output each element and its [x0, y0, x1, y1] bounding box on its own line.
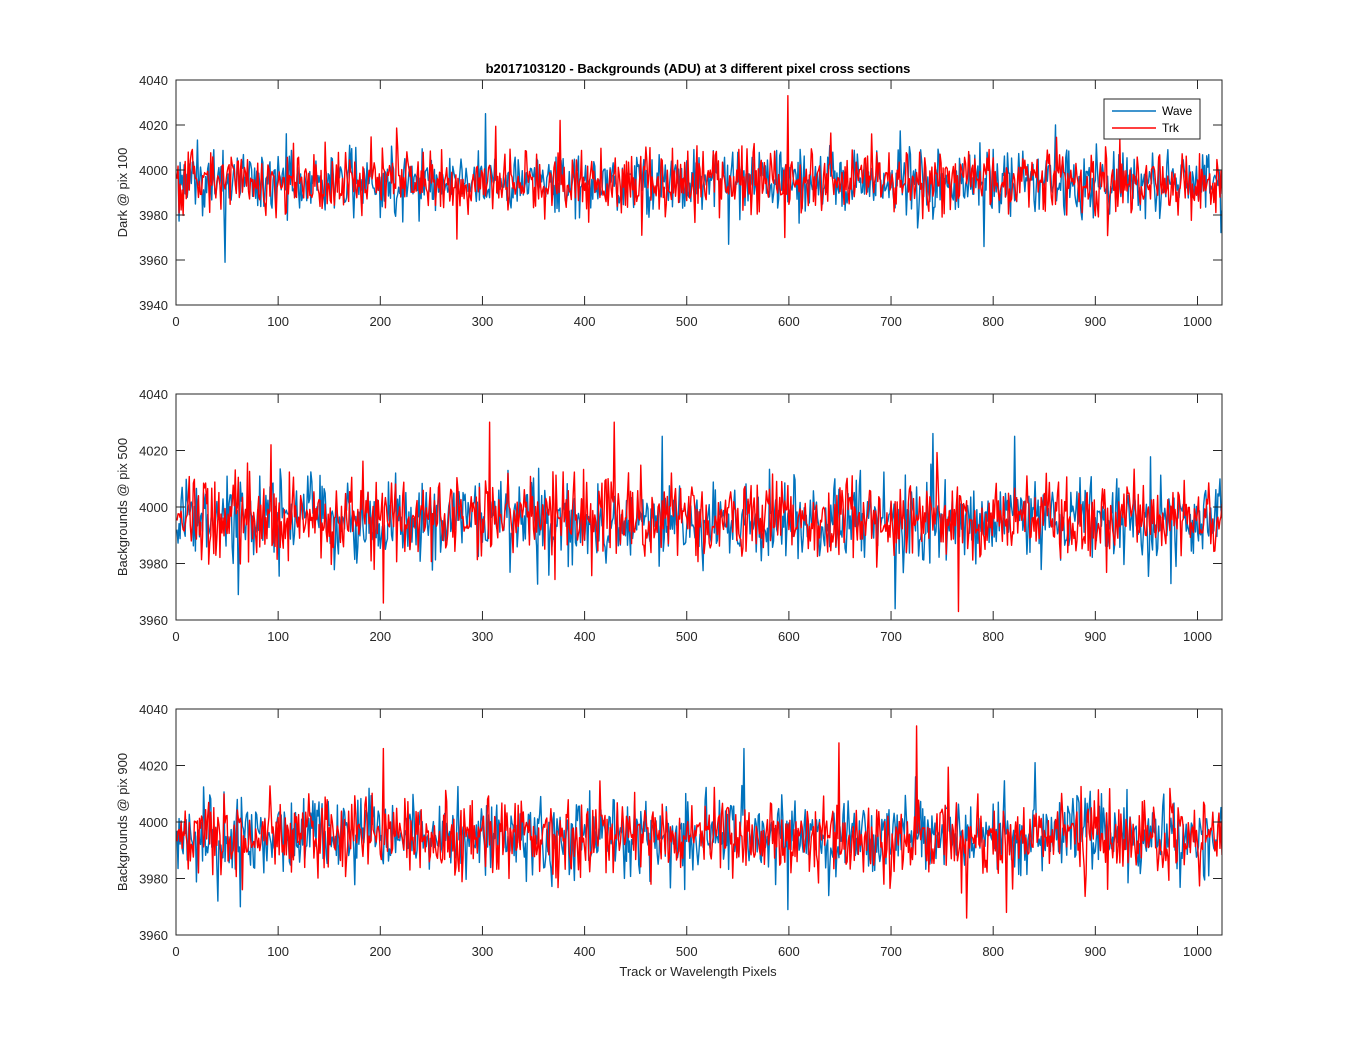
legend-box — [1103, 98, 1201, 140]
x-tick-label: 200 — [369, 629, 391, 644]
x-tick-label: 300 — [472, 314, 494, 329]
x-tick-label: 800 — [982, 629, 1004, 644]
y-tick-label: 4040 — [139, 702, 168, 717]
x-tick-label: 600 — [778, 629, 800, 644]
x-tick-label: 100 — [267, 314, 289, 329]
axes-box-1 — [175, 79, 1223, 306]
x-tick-label: 600 — [778, 314, 800, 329]
legend: Wave Trk — [1103, 98, 1201, 140]
x-tick-label: 400 — [574, 944, 596, 959]
x-tick-label: 700 — [880, 629, 902, 644]
y-tick-label: 3940 — [139, 298, 168, 313]
chart-title: b2017103120 - Backgrounds (ADU) at 3 dif… — [486, 61, 911, 76]
y-tick-label: 3960 — [139, 613, 168, 628]
y-tick-label: 4000 — [139, 815, 168, 830]
x-tick-label: 500 — [676, 944, 698, 959]
y-tick-label: 3980 — [139, 557, 168, 572]
subplot-1: 0 100 200 300 400 500 600 700 800 900 1000 3940 3960… — [115, 73, 1223, 329]
x-tick-label: 600 — [778, 944, 800, 959]
x-tick-label: 1000 — [1183, 314, 1212, 329]
x-tick-label: 100 — [267, 629, 289, 644]
y-tick-label: 4000 — [139, 500, 168, 515]
y-tick-label: 4040 — [139, 387, 168, 402]
legend-label-wave: Wave — [1162, 104, 1193, 118]
y-tick-label: 3980 — [139, 872, 168, 887]
y-tick-label: 3980 — [139, 208, 168, 223]
x-tick-label: 0 — [172, 314, 179, 329]
x-tick-label: 200 — [369, 314, 391, 329]
legend-label-trk: Trk — [1162, 121, 1180, 135]
y-tick-label: 4020 — [139, 118, 168, 133]
x-tick-label: 300 — [472, 944, 494, 959]
y-axis-label-3: Backgrounds @ pix 900 — [115, 753, 130, 891]
series-line-trk-2 — [176, 421, 1222, 613]
x-tick-label: 200 — [369, 944, 391, 959]
y-tick-label: 4040 — [139, 73, 168, 88]
x-tick-label: 400 — [574, 629, 596, 644]
x-tick-label: 400 — [574, 314, 596, 329]
x-tick-label: 900 — [1084, 944, 1106, 959]
x-tick-label: 800 — [982, 314, 1004, 329]
x-tick-label: 500 — [676, 629, 698, 644]
x-tick-label: 0 — [172, 944, 179, 959]
x-tick-label: 900 — [1084, 314, 1106, 329]
x-tick-label: 100 — [267, 944, 289, 959]
x-tick-label: 0 — [172, 629, 179, 644]
y-tick-label: 3960 — [139, 253, 168, 268]
x-tick-label: 500 — [676, 314, 698, 329]
x-tick-label: 1000 — [1183, 944, 1212, 959]
x-tick-label: 800 — [982, 944, 1004, 959]
y-axis-label-2: Backgrounds @ pix 500 — [115, 438, 130, 576]
x-tick-label: 700 — [880, 314, 902, 329]
subplot-2: 0 100 200 300 400 500 600 700 800 900 1000 3960 3980… — [115, 387, 1223, 644]
y-tick-label: 4020 — [139, 759, 168, 774]
series-line-trk-1 — [176, 95, 1222, 240]
y-tick-label: 3960 — [139, 928, 168, 943]
x-axis-label: Track or Wavelength Pixels — [619, 964, 777, 979]
series-line-trk-3 — [176, 725, 1222, 919]
x-tick-label: 900 — [1084, 629, 1106, 644]
y-tick-label: 4000 — [139, 163, 168, 178]
y-axis-label-1: Dark @ pix 100 — [115, 148, 130, 238]
x-tick-label: 700 — [880, 944, 902, 959]
y-tick-label: 4020 — [139, 444, 168, 459]
subplot-3: 0 100 200 300 400 500 600 700 800 900 1000 3960 3980… — [115, 702, 1223, 959]
x-tick-label: 1000 — [1183, 629, 1212, 644]
x-tick-label: 300 — [472, 629, 494, 644]
